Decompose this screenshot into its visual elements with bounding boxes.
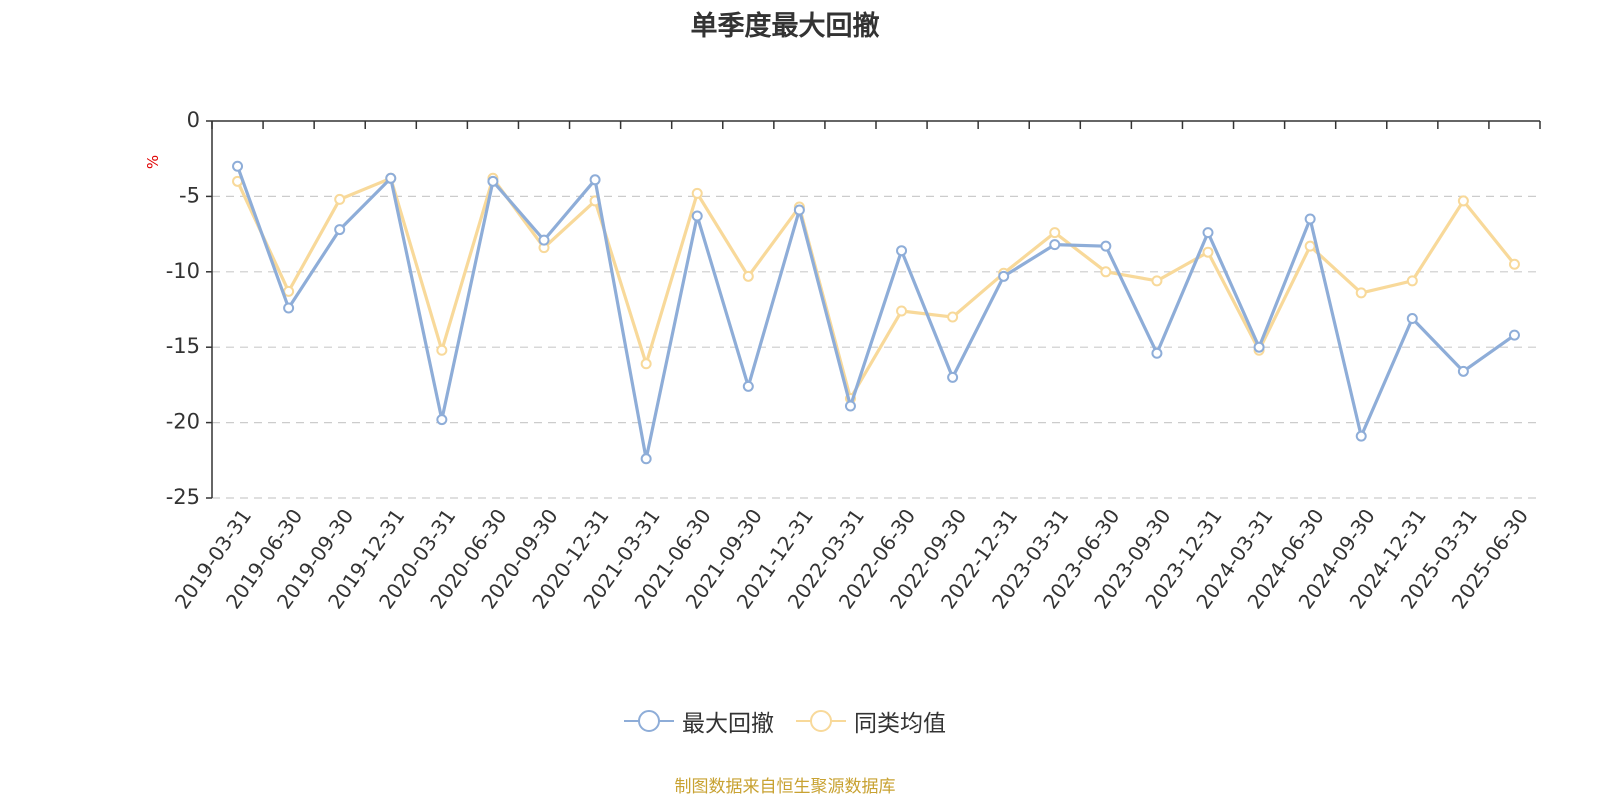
series-2-point-14	[947, 311, 959, 323]
series-1-point-2	[334, 224, 346, 236]
series-1	[232, 160, 1520, 465]
series-1-line	[236, 165, 1516, 461]
series-1-point-12	[844, 400, 856, 412]
series-2-line	[236, 176, 1516, 401]
series-2-point-8	[640, 358, 652, 370]
y-tick-label-1: -5	[179, 183, 200, 207]
series-2-point-25	[1508, 258, 1520, 270]
series-2-point-21	[1304, 240, 1316, 252]
legend-marker-series-1	[624, 710, 674, 732]
series-1-point-18	[1151, 347, 1163, 359]
series-1-point-23	[1406, 313, 1418, 325]
series-2-point-2	[334, 193, 346, 205]
series-1-point-10	[742, 380, 754, 392]
series-2-point-23	[1406, 275, 1418, 287]
y-tick-label-2: -10	[166, 259, 200, 283]
series-1-point-8	[640, 453, 652, 465]
y-tick-label-3: -15	[166, 334, 200, 358]
series-1-point-6	[538, 234, 550, 246]
legend-item-series-1[interactable]: 最大回撤	[624, 704, 774, 738]
y-axis-unit: %	[144, 155, 162, 169]
series-1-point-1	[283, 302, 295, 314]
series-1-point-13	[896, 245, 908, 257]
series-1-point-5	[487, 175, 499, 187]
series-1-point-3	[385, 172, 397, 184]
series-1-point-19	[1202, 227, 1214, 239]
series-1-point-25	[1508, 329, 1520, 341]
legend-label-series-2: 同类均值	[854, 711, 946, 737]
series-1-point-7	[589, 174, 601, 186]
series-1-point-15	[998, 270, 1010, 282]
series-2-point-24	[1457, 195, 1469, 207]
series-1-point-9	[691, 210, 703, 222]
series-2-point-13	[896, 305, 908, 317]
series-2-point-17	[1100, 266, 1112, 278]
series-1-point-11	[793, 204, 805, 216]
series-1-point-16	[1049, 239, 1061, 251]
y-tick-label-5: -25	[166, 485, 200, 509]
series-1-point-4	[436, 414, 448, 426]
chart-title: 单季度最大回撤	[690, 11, 880, 42]
legend-item-series-2[interactable]: 同类均值	[796, 704, 946, 738]
series-1-point-17	[1100, 240, 1112, 252]
series-1-point-22	[1355, 430, 1367, 442]
series-2-point-16	[1049, 227, 1061, 239]
series-2-point-18	[1151, 275, 1163, 287]
series-1-point-14	[947, 371, 959, 383]
legend-marker-series-2	[796, 710, 846, 732]
source-note: 制图数据来自恒生聚源数据库	[674, 777, 896, 797]
legend: 最大回撤 同类均值	[0, 704, 1570, 738]
series-2	[232, 172, 1520, 404]
y-tick-label-4: -20	[166, 410, 200, 434]
series-1-point-20	[1253, 341, 1265, 353]
y-tick-label-0: 0	[187, 108, 200, 132]
series-2-point-10	[742, 270, 754, 282]
series-2-point-4	[436, 344, 448, 356]
series-2-point-22	[1355, 287, 1367, 299]
series-1-point-0	[232, 160, 244, 172]
series-2-point-9	[691, 187, 703, 199]
legend-label-series-1: 最大回撤	[682, 711, 774, 737]
series-1-point-21	[1304, 213, 1316, 225]
series-1-point-24	[1457, 365, 1469, 377]
series-2-point-19	[1202, 246, 1214, 258]
